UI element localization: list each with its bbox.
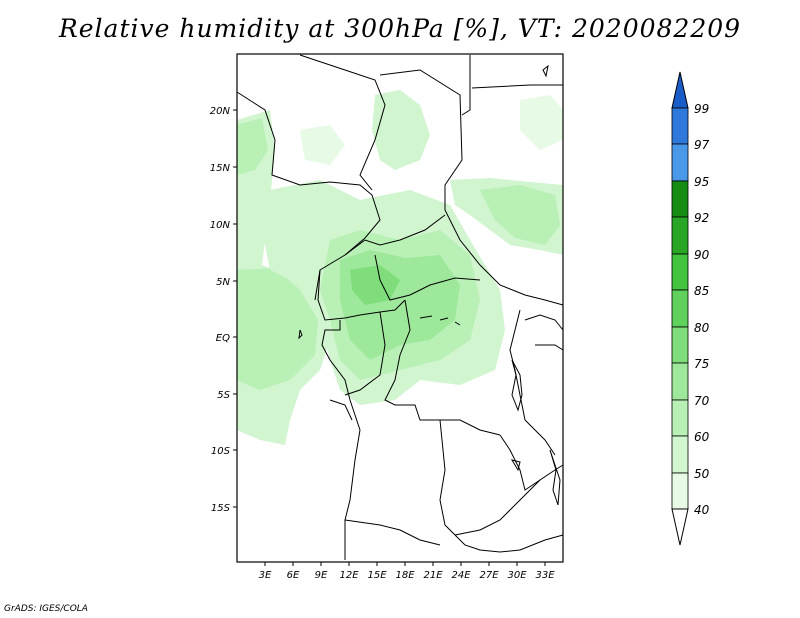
border-line	[384, 299, 501, 436]
border-line	[321, 320, 351, 401]
border-line	[509, 309, 526, 421]
credit-label: GrADS: IGES/COLA	[4, 604, 88, 614]
humidity-area-nw	[237, 118, 268, 175]
colorbar-label: 90	[694, 248, 710, 262]
colorbar-label: 97	[694, 138, 710, 152]
lon-tick-label: 15E	[367, 570, 387, 581]
colorbar-label: 80	[694, 321, 710, 335]
colorbar-label: 99	[694, 102, 709, 116]
humidity-field	[237, 90, 563, 445]
lon-axis: 3E 6E 9E 12E 15E 18E 21E 24E 27E 30E 33E	[259, 562, 555, 581]
colorbar-bottom-arrow	[671, 508, 689, 546]
border-line	[461, 55, 471, 116]
colorbar-segment-75-80	[671, 326, 689, 364]
lat-tick-label: 20N	[210, 106, 231, 117]
border-line	[344, 214, 446, 256]
border-line	[344, 519, 441, 546]
colorbar: 99 97 95 92 90 85 80 75 70 60 50 40	[671, 71, 710, 546]
lat-tick-label: 10S	[211, 446, 231, 457]
lake-outline	[510, 459, 521, 472]
border-line	[471, 84, 563, 89]
country-borders	[236, 54, 564, 560]
colorbar-segment-92-95	[671, 180, 689, 218]
lat-tick-label: 5N	[216, 277, 230, 288]
lake-outline	[419, 315, 461, 326]
border-line	[454, 464, 564, 536]
lake-outline	[542, 64, 549, 78]
lat-tick-label: 10N	[210, 220, 231, 231]
lon-tick-label: 27E	[479, 570, 499, 581]
lon-tick-label: 18E	[395, 570, 415, 581]
lat-tick-label: 5S	[217, 390, 230, 401]
border-line	[344, 399, 361, 560]
colorbar-segment-95-97	[671, 143, 689, 182]
colorbar-label: 60	[694, 430, 710, 444]
lon-tick-label: 6E	[287, 570, 300, 581]
colorbar-label: 70	[694, 394, 710, 408]
lon-tick-label: 24E	[451, 570, 471, 581]
humidity-area-north2	[300, 125, 345, 165]
lat-tick-label: 15N	[210, 163, 231, 174]
colorbar-label: 85	[694, 284, 709, 298]
colorbar-label: 95	[694, 175, 709, 189]
humidity-area-ne-core	[480, 185, 560, 245]
lake-outline	[298, 329, 303, 340]
border-line	[524, 419, 556, 456]
lat-tick-label: EQ	[216, 333, 230, 344]
colorbar-segment-70-75	[671, 362, 689, 401]
colorbar-segment-40-50	[671, 472, 689, 510]
colorbar-label: 50	[694, 467, 710, 481]
lon-tick-label: 9E	[315, 570, 328, 581]
lat-tick-label: 15S	[211, 503, 231, 514]
humidity-area-west-core	[237, 268, 318, 390]
border-line	[379, 69, 564, 306]
lon-tick-label: 33E	[535, 570, 555, 581]
lake-outline	[549, 449, 561, 506]
border-line	[344, 311, 386, 396]
colorbar-label: 75	[694, 357, 709, 371]
border-line	[439, 419, 456, 536]
coastline	[329, 399, 353, 421]
border-line	[535, 344, 564, 351]
border-line	[299, 54, 386, 191]
lon-tick-label: 12E	[339, 570, 359, 581]
lake-outline	[511, 359, 523, 412]
colorbar-label: 40	[694, 503, 710, 517]
colorbar-segment-90-92	[671, 216, 689, 255]
colorbar-segment-60-70	[671, 399, 689, 437]
lat-axis: 20N 15N 10N 5N EQ 5S 10S 15S	[210, 106, 237, 514]
chart-title: Relative humidity at 300hPa [%], VT: 202…	[58, 14, 742, 43]
border-line	[317, 269, 406, 321]
colorbar-segment-85-90	[671, 253, 689, 291]
colorbar-top-arrow	[671, 71, 689, 109]
border-line	[499, 434, 541, 491]
colorbar-segment-50-60	[671, 435, 689, 474]
map-frame	[236, 53, 564, 563]
colorbar-segment-80-85	[671, 289, 689, 328]
lon-tick-label: 30E	[507, 570, 527, 581]
lon-tick-label: 3E	[259, 570, 272, 581]
humidity-area-northeast2	[520, 95, 563, 150]
humidity-area-north	[372, 90, 430, 170]
lon-tick-label: 21E	[423, 570, 443, 581]
border-line	[374, 254, 481, 301]
border-line	[454, 534, 564, 553]
colorbar-label: 92	[694, 211, 709, 225]
colorbar-segment-97-99	[671, 107, 689, 145]
border-line	[524, 314, 564, 331]
